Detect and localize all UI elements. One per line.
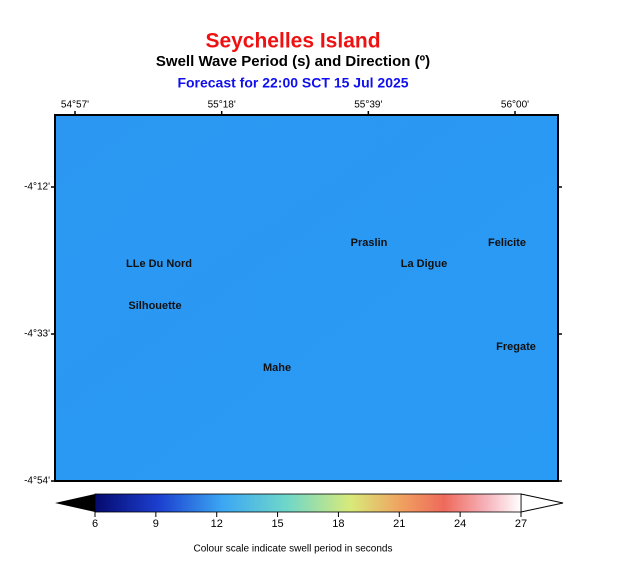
colorbar-tick-label: 24 xyxy=(454,518,466,530)
colorbar-low-end xyxy=(55,494,95,512)
colorbar-tick-label: 12 xyxy=(211,518,223,530)
place-label: Felicite xyxy=(488,237,526,249)
colorbar-tick-label: 15 xyxy=(271,518,283,530)
place-labels: Praslin Felicite LLe Du Nord La Digue Si… xyxy=(126,237,536,374)
lon-tick-label: 54°57' xyxy=(61,100,89,111)
colorbar xyxy=(94,493,522,513)
colorbar-tick-label: 27 xyxy=(515,518,527,530)
map-area xyxy=(54,114,559,482)
place-label: La Digue xyxy=(401,258,447,270)
colorbar-tick-label: 21 xyxy=(393,518,405,530)
lon-tick-label: 55°39' xyxy=(354,100,382,111)
colorbar-tick-label: 9 xyxy=(153,518,159,530)
place-label: LLe Du Nord xyxy=(126,258,192,270)
colorbar-high-end xyxy=(520,493,564,513)
lat-tick-label: -4°33' xyxy=(24,329,50,340)
place-label: Silhouette xyxy=(128,300,181,312)
colorbar-caption: Colour scale indicate swell period in se… xyxy=(194,544,393,555)
forecast-time: Forecast for 22:00 SCT 15 Jul 2025 xyxy=(177,75,408,91)
title: Seychelles Island xyxy=(205,30,380,53)
subtitle: Swell Wave Period (s) and Direction (º) xyxy=(156,53,430,70)
colorbar-tick-label: 6 xyxy=(92,518,98,530)
lat-tick-label: -4°12' xyxy=(24,182,50,193)
lat-tick-label: -4°54' xyxy=(24,476,50,487)
place-label: Praslin xyxy=(351,237,388,249)
lon-tick-label: 56°00' xyxy=(501,100,529,111)
place-label: Mahe xyxy=(263,362,291,374)
lon-tick-label: 55°18' xyxy=(208,100,236,111)
colorbar-tick-label: 18 xyxy=(332,518,344,530)
place-label: Fregate xyxy=(496,341,536,353)
